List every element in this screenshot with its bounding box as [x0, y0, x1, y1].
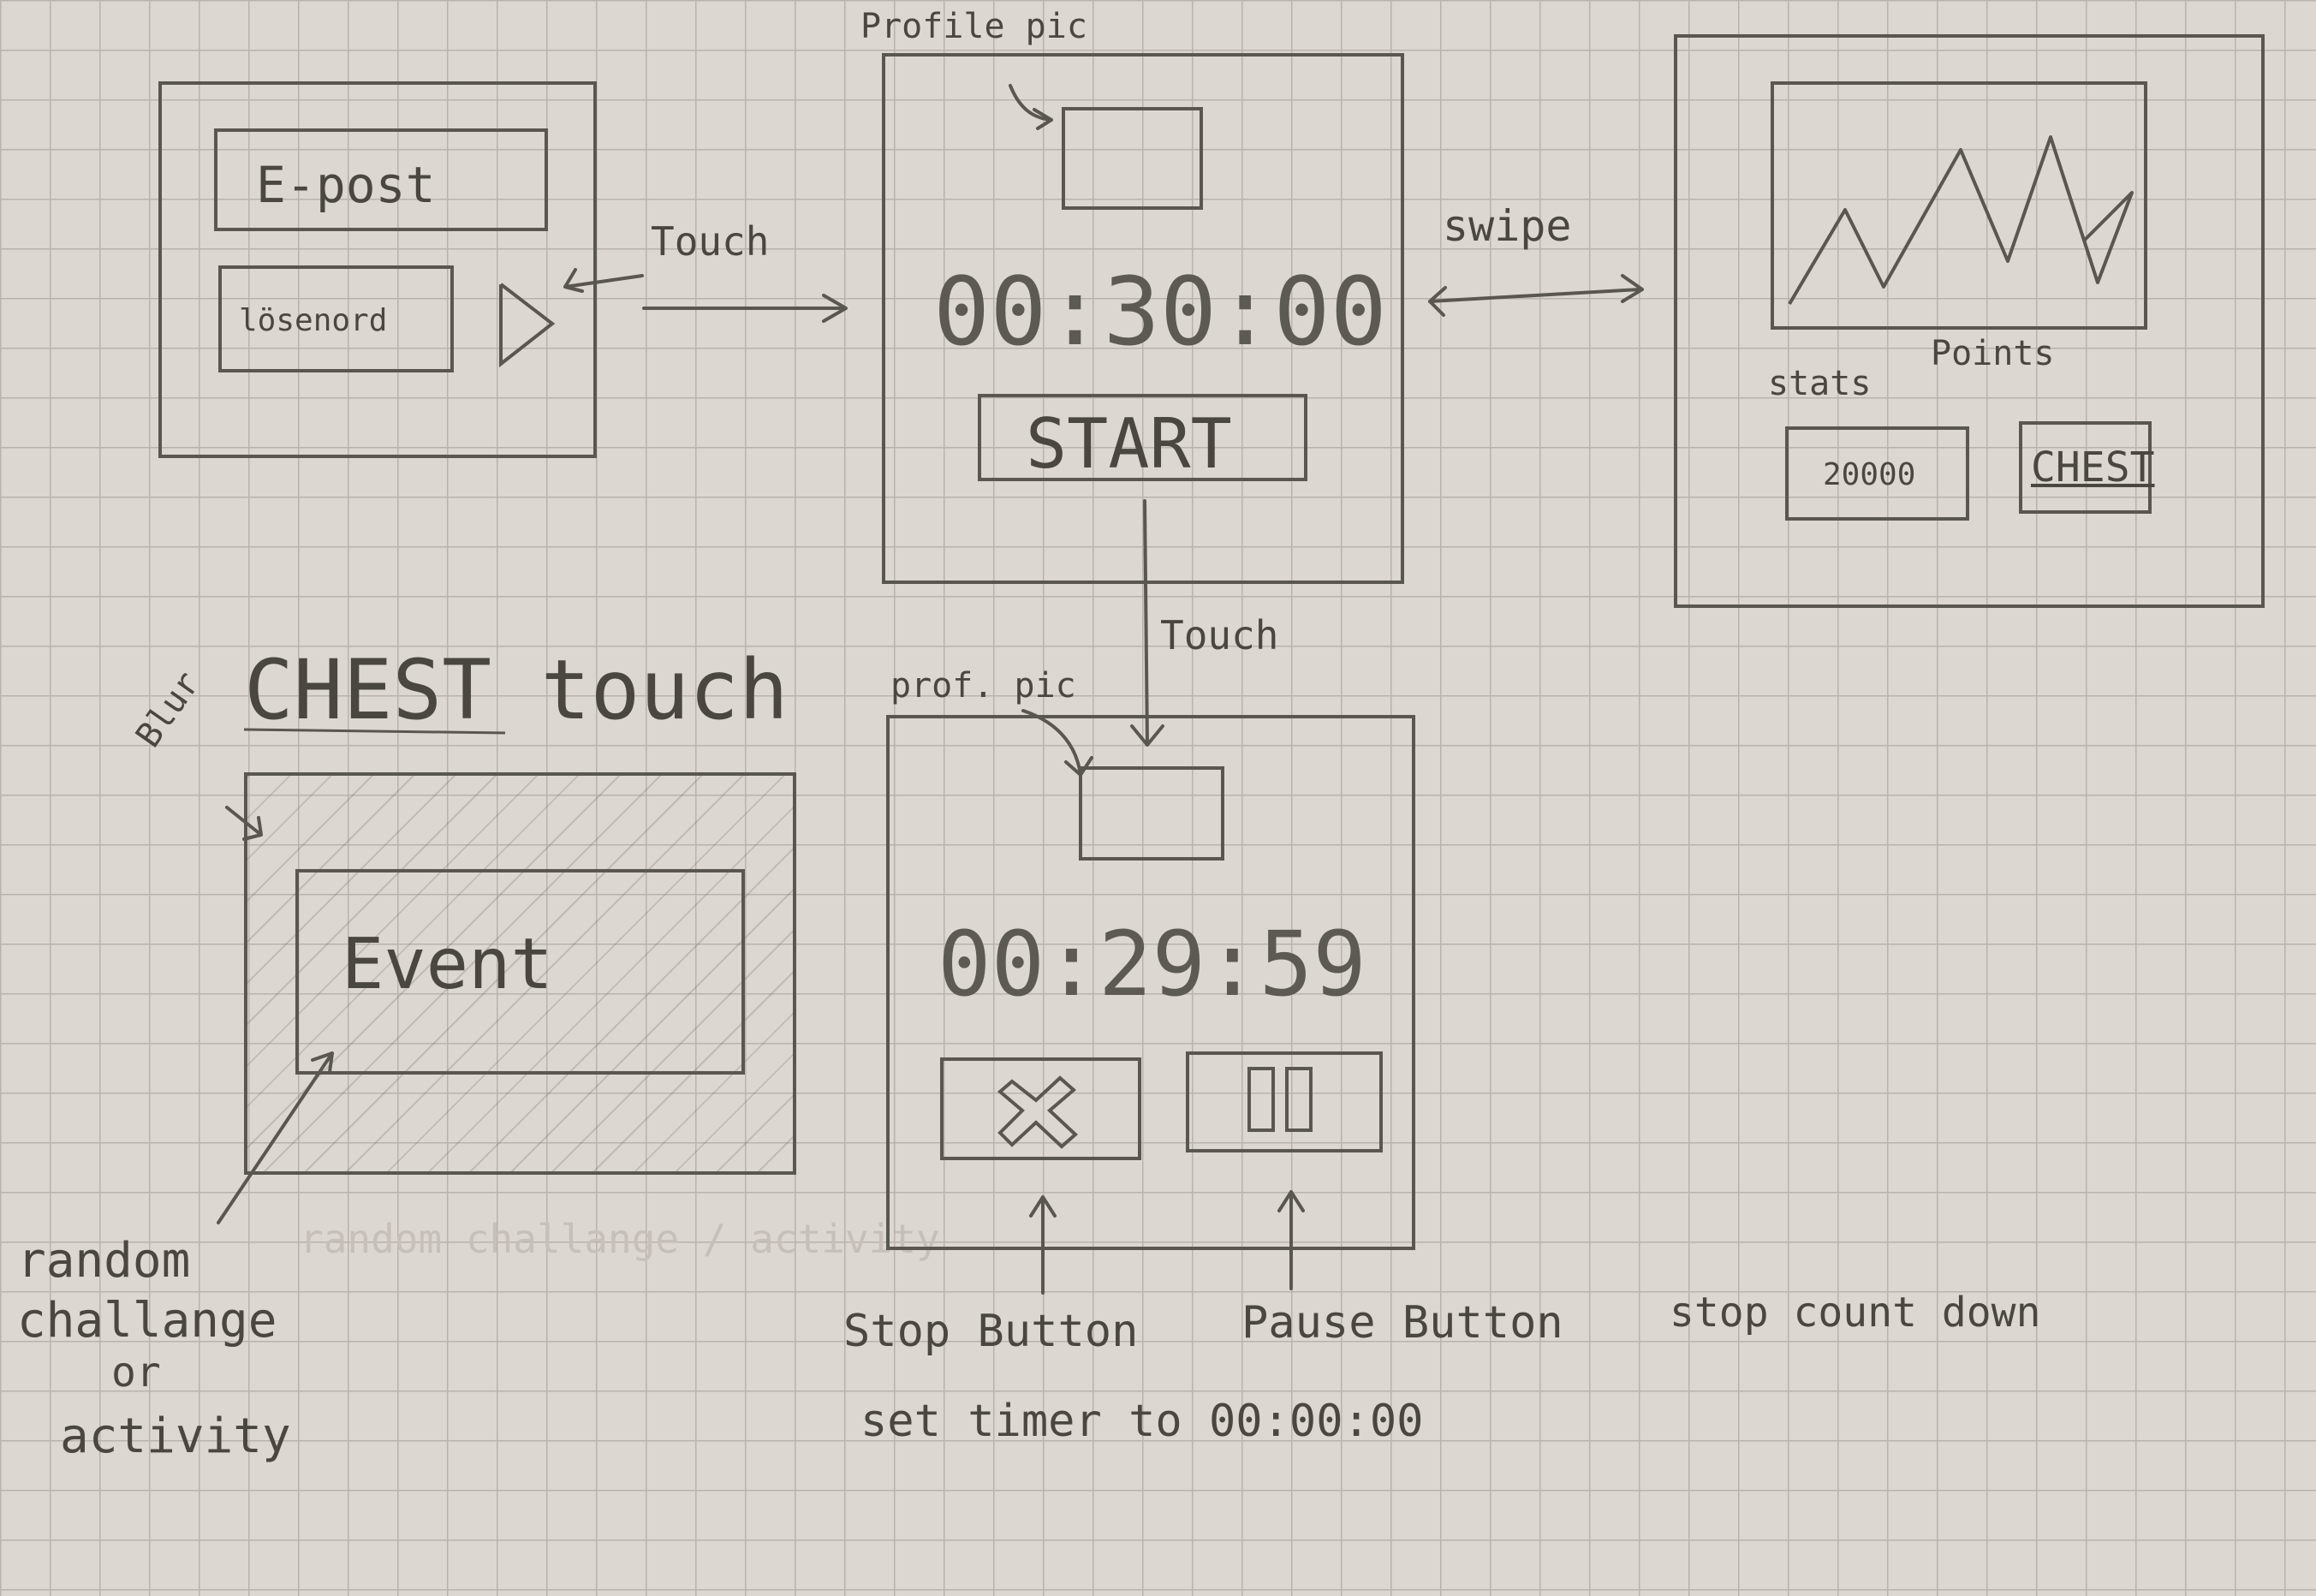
random-note-line-3: or	[111, 1349, 161, 1396]
touch-arrow-label-1: Touch	[651, 218, 770, 265]
email-field[interactable]: E-post	[214, 128, 548, 231]
pause-button-caption: Pause Button	[1241, 1297, 1563, 1349]
pause-icon	[1247, 1067, 1313, 1132]
faint-random-note: random challange / activity	[300, 1216, 940, 1262]
random-note-line-2: challange	[17, 1293, 277, 1349]
random-note-line-4: activity	[60, 1408, 291, 1464]
stats-chart	[1771, 81, 2147, 330]
swipe-arrow-label: swipe	[1443, 201, 1572, 251]
points-label: Points	[1931, 334, 2055, 373]
stats-screen-frame	[1674, 34, 2265, 608]
running-profile-pic	[1079, 766, 1224, 861]
running-timer-display: 00:29:59	[938, 912, 1366, 1016]
prof-pic-label: prof. pic	[890, 666, 1076, 706]
event-label: Event	[342, 924, 553, 1005]
chest-button-label: CHEST	[2031, 444, 2155, 491]
chest-screen-frame	[244, 772, 796, 1175]
points-value: 20000	[1823, 457, 1916, 492]
chest-heading: CHEST touch	[244, 642, 789, 738]
chest-button[interactable]: CHEST	[2019, 421, 2155, 514]
start-button-label: START	[1026, 404, 1232, 484]
password-field[interactable]: lösenord	[218, 265, 454, 372]
profile-pic	[1062, 107, 1203, 210]
pause-button[interactable]	[1186, 1051, 1383, 1152]
password-placeholder: lösenord	[239, 303, 388, 338]
stop-button-caption: Stop Button	[843, 1306, 1139, 1357]
start-button[interactable]: START	[978, 394, 1307, 484]
random-note-line-1: random	[17, 1233, 191, 1289]
x-icon	[997, 1075, 1078, 1149]
email-placeholder: E-post	[256, 156, 436, 214]
points-value-box: 20000	[1785, 426, 1969, 521]
stop-note: set timer to 00:00:00	[860, 1396, 1424, 1447]
blur-label: Blur	[128, 664, 208, 755]
pause-note: stop count down	[1670, 1289, 2041, 1337]
event-card[interactable]: Event	[295, 869, 745, 1075]
timer-display: 00:30:00	[933, 257, 1387, 366]
touch-arrow-label-2: Touch	[1160, 612, 1279, 658]
stats-label: stats	[1768, 364, 1872, 403]
profile-pic-label: Profile pic	[860, 7, 1087, 46]
stop-button[interactable]	[940, 1057, 1141, 1160]
